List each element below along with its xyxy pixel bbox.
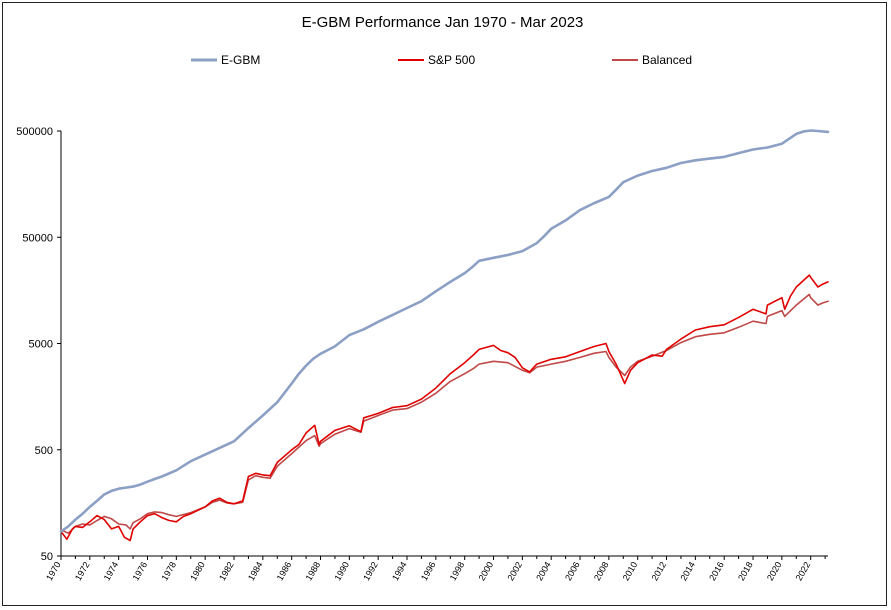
x-tick-label: 2022 [794,560,813,582]
legend-label-balanced: Balanced [642,53,692,67]
x-tick-label: 1984 [246,560,265,582]
x-tick-label: 2004 [534,560,553,582]
x-tick-label: 1996 [419,560,438,582]
series-line-balanced [60,293,829,535]
x-tick-label: 1982 [217,560,236,582]
x-tick-label: 2020 [765,560,784,582]
x-tick-label: 1992 [361,560,380,582]
legend-label-s-p-500: S&P 500 [428,53,475,67]
x-tick-label: 2012 [650,560,669,582]
x-tick-label: 1994 [390,560,409,582]
x-tick-label: 1998 [448,560,467,582]
y-tick-label: 50 [41,551,53,563]
series-layer [59,129,830,542]
x-tick-label: 1974 [102,560,121,582]
y-tick-label: 5000 [29,339,53,351]
x-tick-label: 2018 [736,560,755,582]
series-line-e-gbm [59,129,830,533]
y-tick-label: 50000 [22,232,53,244]
chart-title: E-GBM Performance Jan 1970 - Mar 2023 [301,14,584,31]
x-tick-label: 1970 [44,560,63,582]
x-tick-label: 1978 [159,560,178,582]
x-tick-label: 2010 [621,560,640,582]
x-tick-label: 1972 [73,560,92,582]
legend-label-e-gbm: E-GBM [221,53,260,67]
series-line-s-p-500 [60,274,829,542]
x-tick-label: 1976 [131,560,150,582]
x-tick-label: 2006 [563,560,582,582]
y-tick-label: 500000 [16,126,53,138]
legend: E-GBM S&P 500 Balanced [191,53,692,67]
y-tick-label: 500 [35,445,53,457]
x-tick-label: 1986 [275,560,294,582]
x-tick-label: 1990 [332,560,351,582]
x-tick-label: 2000 [477,560,496,582]
x-tick-label: 2002 [505,560,524,582]
x-tick-label: 1980 [188,560,207,582]
x-tick-label: 2008 [592,560,611,582]
x-tick-label: 2016 [707,560,726,582]
x-tick-label: 2014 [678,560,697,582]
x-tick-label: 1988 [304,560,323,582]
